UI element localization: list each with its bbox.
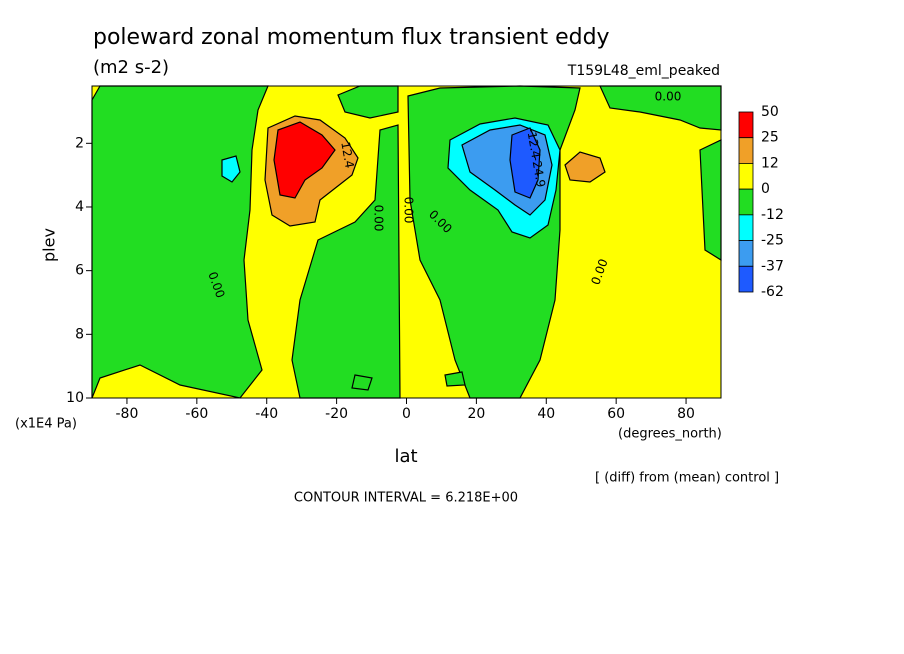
colorbar-label: 25 <box>761 130 779 146</box>
contour-interval: CONTOUR INTERVAL = 6.218E+00 <box>294 491 518 506</box>
contour-band <box>291 124 401 399</box>
x-tick-label: -40 <box>255 406 278 422</box>
colorbar-label: -25 <box>761 233 784 249</box>
colorbar-label: 12 <box>761 155 779 171</box>
y-tick-label: 8 <box>75 326 84 342</box>
contour-field <box>91 85 722 399</box>
x-tick-label: 0 <box>402 406 411 422</box>
colorbar-box <box>738 265 754 293</box>
contour-label: -24.9 <box>529 155 548 188</box>
x-tick-label: -80 <box>116 406 139 422</box>
x-tick-label: 60 <box>607 406 625 422</box>
x-tick-label: 80 <box>677 406 695 422</box>
colorbar-box <box>738 163 754 190</box>
note: [ (diff) from (mean) control ] <box>595 471 779 486</box>
x-tick-label: 20 <box>467 406 485 422</box>
colorbar-box <box>738 240 754 267</box>
y-tick-label: 4 <box>75 199 84 215</box>
contour-band <box>564 151 606 183</box>
chart-subtitle: (m2 s-2) <box>93 57 169 78</box>
contour-band <box>91 85 269 399</box>
contour-band <box>444 371 466 387</box>
y-axis-unit: (x1E4 Pa) <box>15 417 77 432</box>
colorbar-label: 50 <box>761 104 779 120</box>
colorbar-box <box>738 137 754 164</box>
colorbar-label: -37 <box>761 258 784 274</box>
y-tick-label: 10 <box>66 390 84 406</box>
colorbar-label: -62 <box>761 284 784 300</box>
contour-band <box>221 155 241 183</box>
y-tick-label: 6 <box>75 263 84 279</box>
contour-band <box>273 121 336 199</box>
colorbar-box <box>738 111 754 139</box>
contour-label: -12.4 <box>524 126 543 159</box>
x-tick-label: 40 <box>537 406 555 422</box>
colorbar-label: 0 <box>761 181 770 197</box>
contour-label: 0.00 <box>655 90 682 104</box>
chart-title: poleward zonal momentum flux transient e… <box>93 25 610 50</box>
contour-band <box>509 127 541 199</box>
x-tick-label: -20 <box>325 406 348 422</box>
contour-label: 0.00 <box>402 197 416 224</box>
run-label: T159L48_eml_peaked <box>567 63 720 79</box>
y-axis-label: plev <box>40 228 59 262</box>
x-axis-unit: (degrees_north) <box>618 427 722 442</box>
colorbar-box <box>738 214 754 241</box>
colorbar-box <box>738 188 754 216</box>
contour-band <box>351 374 373 391</box>
y-tick-label: 2 <box>75 135 84 151</box>
contour-label: 12.4 <box>338 141 356 170</box>
x-axis-label: lat <box>394 446 417 467</box>
contour-label: 0.00 <box>372 205 386 232</box>
x-tick-label: -60 <box>185 406 208 422</box>
colorbar-label: -12 <box>761 207 784 223</box>
